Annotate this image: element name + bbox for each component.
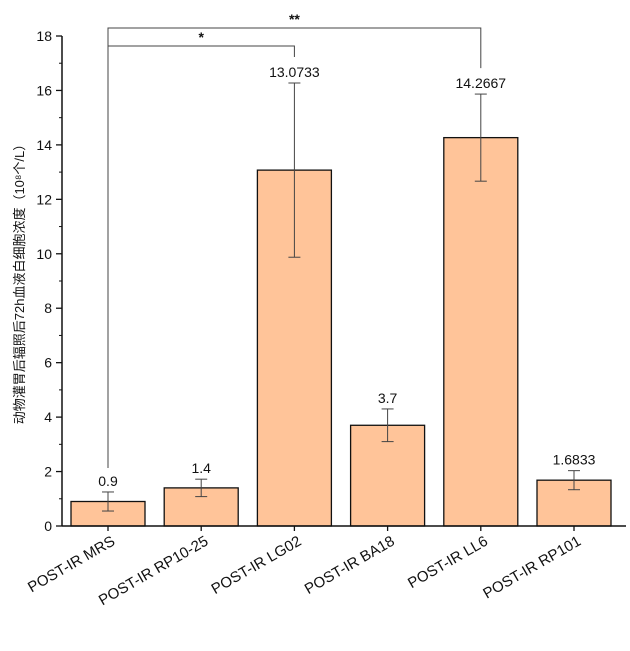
data-label-6: 1.6833 [553, 452, 596, 468]
bar-5 [443, 136, 519, 527]
error-bars-layer [102, 82, 580, 512]
significance-label-2: ** [289, 11, 300, 27]
x-tick-label-5: POST-IR LL6 [405, 533, 491, 592]
y-tick-label-10: 10 [36, 246, 52, 262]
data-label-3: 13.0733 [269, 64, 320, 80]
y-tick-label-16: 16 [36, 82, 52, 98]
data-label-5: 14.2667 [455, 75, 506, 91]
data-label-2: 1.4 [191, 460, 211, 476]
y-tick-label-6: 6 [44, 355, 52, 371]
y-tick-label-0: 0 [44, 518, 52, 534]
data-label-4: 3.7 [378, 390, 398, 406]
x-tick-label-4: POST-IR BA18 [302, 533, 398, 598]
axes-layer [56, 35, 626, 531]
x-tick-label-6: POST-IR RP101 [480, 533, 584, 603]
x-tick-label-1: POST-IR MRS [25, 533, 118, 596]
data-label-1: 0.9 [98, 473, 118, 489]
y-axis-label: 动物灌胃后辐照后72h血液白细胞浓度（10⁸个/L） [12, 138, 27, 424]
y-tick-label-12: 12 [36, 191, 52, 207]
x-tick-label-3: POST-IR LG02 [209, 533, 305, 598]
significance-bracket-2 [107, 27, 482, 468]
y-tick-label-18: 18 [36, 28, 52, 44]
bars-layer [70, 136, 612, 527]
y-tick-label-14: 14 [36, 137, 52, 153]
y-tick-label-4: 4 [44, 409, 52, 425]
y-tick-label-2: 2 [44, 464, 52, 480]
y-tick-label-8: 8 [44, 300, 52, 316]
significance-label-1: * [198, 29, 204, 45]
significance-layer: *** [107, 11, 482, 468]
